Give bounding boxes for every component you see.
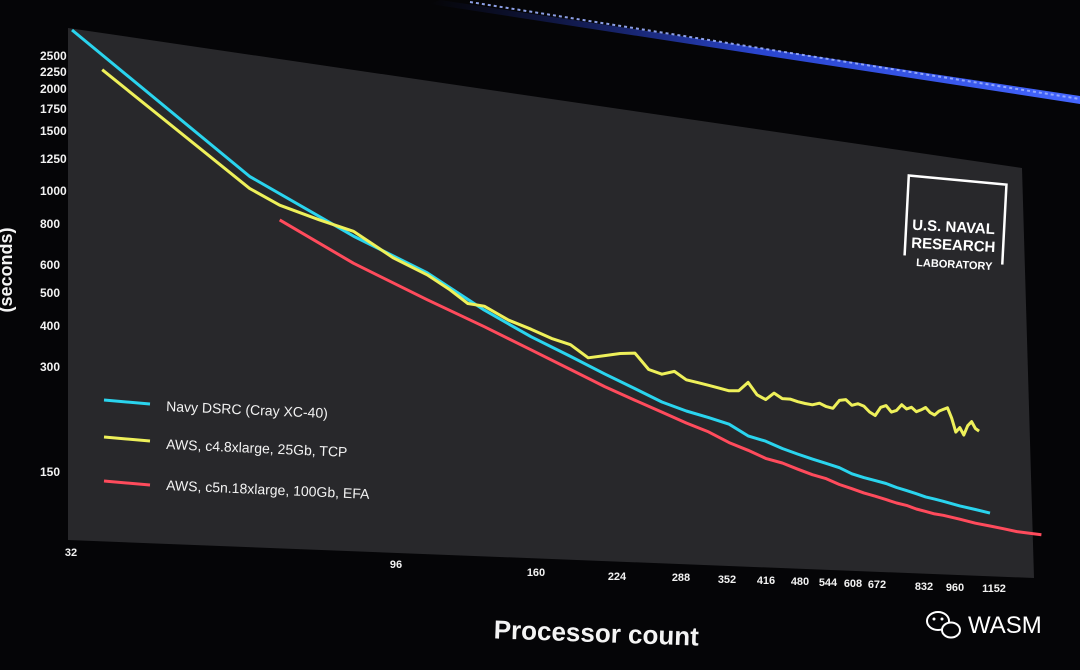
x-tick-label: 608 xyxy=(844,578,862,590)
projection-screen xyxy=(68,28,1034,578)
legend-label-navy: Navy DSRC (Cray XC-40) xyxy=(166,398,328,421)
y-tick-label: 1750 xyxy=(40,102,67,116)
legend-label-c4: AWS, c4.8xlarge, 25Gb, TCP xyxy=(166,436,348,460)
y-tick-label: 150 xyxy=(40,465,60,479)
legend-swatch-navy xyxy=(103,398,151,406)
logo-line-2: RESEARCH xyxy=(911,235,996,256)
x-tick-label: 160 xyxy=(527,567,545,579)
x-axis-tick-labels: 32 96 160 224 288 352 416 480 544 608 672 832 960 115… xyxy=(65,547,1006,595)
x-tick-label: 1152 xyxy=(982,583,1006,595)
watermark: WASM xyxy=(926,611,1042,639)
series-line-2 xyxy=(278,218,1042,537)
y-tick-label: 300 xyxy=(40,360,60,374)
y-tick-label: 1000 xyxy=(40,184,67,198)
y-tick-label: 400 xyxy=(40,319,60,333)
x-axis-title: Processor count xyxy=(493,614,699,651)
x-tick-label: 544 xyxy=(819,577,838,589)
x-tick-label: 480 xyxy=(791,576,809,588)
series-layer xyxy=(71,28,1042,537)
x-tick-label: 224 xyxy=(608,571,627,583)
y-tick-label: 2000 xyxy=(40,82,67,96)
series-line-1 xyxy=(101,68,980,437)
x-tick-label: 32 xyxy=(65,547,77,559)
y-axis-tick-labels: 2500 2250 2000 1750 1500 1250 1000 800 600 500 400… xyxy=(40,49,67,479)
legend-swatch-c5n xyxy=(103,479,151,487)
x-tick-label: 288 xyxy=(672,572,690,584)
y-tick-label: 500 xyxy=(40,286,60,300)
y-tick-label: 600 xyxy=(40,258,60,272)
y-tick-label: 1250 xyxy=(40,152,67,166)
watermark-text: WASM xyxy=(968,612,1042,639)
logo-line-3: LABORATORY xyxy=(916,257,993,273)
x-tick-label: 416 xyxy=(757,575,775,587)
nrl-logo: U.S. NAVAL RESEARCH LABORATORY xyxy=(903,174,1008,273)
x-tick-label: 352 xyxy=(718,574,736,586)
legend-swatch-c4 xyxy=(103,435,151,443)
x-tick-label: 832 xyxy=(915,581,933,593)
logo-line-1: U.S. NAVAL xyxy=(912,217,996,238)
x-tick-label: 672 xyxy=(868,579,886,591)
y-tick-label: 2250 xyxy=(40,65,67,79)
y-axis-title: (seconds) xyxy=(0,227,16,312)
series-line-0 xyxy=(71,28,991,515)
x-tick-label: 96 xyxy=(390,559,402,571)
stage-light-strip xyxy=(430,0,1080,104)
x-tick-label: 960 xyxy=(946,582,964,594)
y-tick-label: 1500 xyxy=(40,124,67,138)
y-tick-label: 2500 xyxy=(40,49,67,63)
wechat-icon xyxy=(926,611,961,639)
y-tick-label: 800 xyxy=(40,217,60,231)
